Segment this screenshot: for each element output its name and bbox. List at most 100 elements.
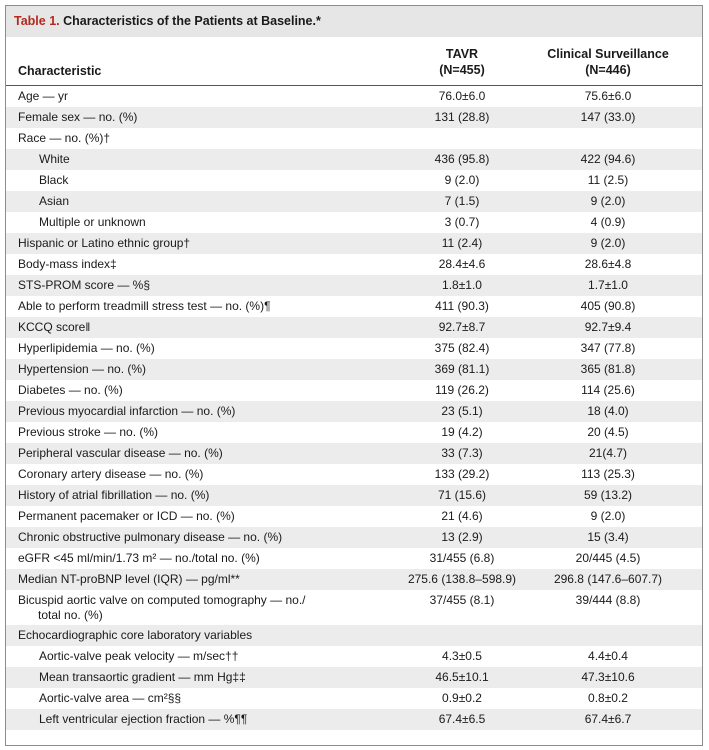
surveillance-value: 9 (2.0) — [590, 509, 626, 523]
tavr-value: 411 (90.3) — [435, 299, 489, 313]
row-label: Echocardiographic core laboratory variab… — [18, 628, 253, 642]
header-clinical-surveillance: Clinical Surveillance (N=446) — [538, 46, 678, 78]
tavr-value: 31/455 (6.8) — [429, 551, 495, 565]
surveillance-value: 0.8±0.2 — [588, 691, 628, 705]
row-label: Black — [39, 173, 69, 187]
table-row: KCCQ score‖ 92.7±8.7 92.7±9.4 — [6, 317, 702, 338]
tavr-value: 0.9±0.2 — [442, 691, 482, 705]
row-label: Hispanic or Latino ethnic group† — [18, 236, 191, 250]
surveillance-value: 347 (77.8) — [580, 341, 636, 355]
table-row: Hispanic or Latino ethnic group† 11 (2.4)… — [6, 233, 702, 254]
table-row: Peripheral vascular disease — no. (%) 33 … — [6, 443, 702, 464]
surveillance-value: 20 (4.5) — [587, 425, 629, 439]
surveillance-value: 28.6±4.8 — [584, 257, 632, 271]
table-row: Median NT-proBNP level (IQR) — pg/ml** 27… — [6, 569, 702, 590]
row-label: Race — no. (%)† — [18, 131, 111, 145]
tavr-value: 71 (15.6) — [437, 488, 487, 502]
table-title-bar: Table 1. Characteristics of the Patients… — [6, 6, 702, 37]
surveillance-value: 59 (13.2) — [583, 488, 633, 502]
row-label: Mean transaortic gradient — mm Hg‡‡ — [39, 670, 246, 684]
row-label: Peripheral vascular disease — no. (%) — [18, 446, 223, 460]
row-label: Hyperlipidemia — no. (%) — [18, 341, 155, 355]
tavr-value: 1.8±1.0 — [442, 278, 482, 292]
tavr-value: 119 (26.2) — [435, 383, 489, 397]
row-label: Female sex — no. (%) — [18, 110, 138, 124]
table-row: Race — no. (%)† — [6, 128, 702, 149]
table-row: White 436 (95.8) 422 (94.6) — [6, 149, 702, 170]
tavr-value: 3 (0.7) — [444, 215, 480, 229]
tavr-value: 19 (4.2) — [441, 425, 483, 439]
table-frame: Table 1. Characteristics of the Patients… — [5, 5, 703, 746]
row-label: Aortic-valve area — cm²§§ — [39, 691, 182, 705]
tavr-value: 133 (29.2) — [434, 467, 490, 481]
row-label: Diabetes — no. (%) — [18, 383, 123, 397]
surveillance-value: 4.4±0.4 — [588, 649, 628, 663]
tavr-value: 67.4±6.5 — [438, 712, 486, 726]
tavr-value: 11 (2.4) — [441, 236, 483, 250]
table-row: eGFR <45 ml/min/1.73 m² — no./total no. … — [6, 548, 702, 569]
table-row: Bicuspid aortic valve on computed tomogr… — [6, 590, 702, 625]
table-row: Aortic-valve peak velocity — m/sec†† 4.3±… — [6, 646, 702, 667]
row-label: Asian — [39, 194, 70, 208]
tavr-value: 436 (95.8) — [434, 152, 490, 166]
surveillance-value: 4 (0.9) — [590, 215, 626, 229]
table-row: Able to perform treadmill stress test — … — [6, 296, 702, 317]
surveillance-value: 365 (81.8) — [580, 362, 636, 376]
table-row: Aortic-valve area — cm²§§ 0.9±0.2 0.8±0.2 — [6, 688, 702, 709]
table-row: Previous myocardial infarction — no. (%)… — [6, 401, 702, 422]
table-title: Table 1. Characteristics of the Patients… — [14, 14, 321, 28]
tavr-value: 46.5±10.1 — [435, 670, 489, 684]
header-tavr: TAVR (N=455) — [392, 46, 532, 78]
tavr-value: 275.6 (138.8–598.9) — [407, 572, 517, 586]
tavr-value: 4.3±0.5 — [442, 649, 482, 663]
row-label: STS-PROM score — %§ — [18, 278, 151, 292]
tavr-value: 37/455 (8.1) — [429, 593, 495, 607]
row-label: Age — yr — [18, 89, 69, 103]
table-caption: Characteristics of the Patients at Basel… — [63, 14, 321, 28]
row-label-line: Bicuspid aortic valve on computed tomogr… — [18, 593, 306, 607]
row-label: Body-mass index‡ — [18, 257, 117, 271]
header-tavr-n: (N=455) — [439, 63, 485, 77]
tavr-value: 7 (1.5) — [444, 194, 480, 208]
table-row: Chronic obstructive pulmonary disease — … — [6, 527, 702, 548]
tavr-value: 375 (82.4) — [434, 341, 490, 355]
surveillance-value: 20/445 (4.5) — [575, 551, 641, 565]
header-characteristic: Characteristic — [18, 64, 102, 78]
tavr-value: 33 (7.3) — [441, 446, 483, 460]
tavr-value: 23 (5.1) — [441, 404, 483, 418]
table-row: Female sex — no. (%) 131 (28.8) 147 (33.0) — [6, 107, 702, 128]
table-row: Asian 7 (1.5) 9 (2.0) — [6, 191, 702, 212]
surveillance-value: 114 (25.6) — [581, 383, 635, 397]
row-label: Multiple or unknown — [39, 215, 146, 229]
surveillance-value: 39/444 (8.8) — [575, 593, 641, 607]
tavr-value: 9 (2.0) — [444, 173, 480, 187]
tavr-value: 92.7±8.7 — [438, 320, 486, 334]
header-rule — [6, 85, 702, 86]
surveillance-value: 9 (2.0) — [590, 236, 626, 250]
tavr-value: 131 (28.8) — [434, 110, 490, 124]
table-row: Permanent pacemaker or ICD — no. (%) 21 (… — [6, 506, 702, 527]
row-label-line: total no. (%) — [38, 608, 103, 622]
table-row: Echocardiographic core laboratory variab… — [6, 625, 702, 646]
surveillance-value: 11 (2.5) — [587, 173, 629, 187]
surveillance-value: 9 (2.0) — [590, 194, 626, 208]
row-label: Able to perform treadmill stress test — … — [18, 299, 271, 313]
tavr-value: 76.0±6.0 — [438, 89, 486, 103]
surveillance-value: 47.3±10.6 — [581, 670, 635, 684]
surveillance-value: 147 (33.0) — [580, 110, 636, 124]
table-row: Previous stroke — no. (%) 19 (4.2) 20 (4.5… — [6, 422, 702, 443]
table-row: Mean transaortic gradient — mm Hg‡‡ 46.5±… — [6, 667, 702, 688]
table-row: Hyperlipidemia — no. (%) 375 (82.4) 347 (7… — [6, 338, 702, 359]
tavr-value: 21 (4.6) — [441, 509, 483, 523]
surveillance-value: 75.6±6.0 — [584, 89, 632, 103]
row-label: White — [39, 152, 70, 166]
header-tavr-name: TAVR — [445, 47, 479, 61]
row-label: Left ventricular ejection fraction — %¶¶ — [39, 712, 248, 726]
surveillance-value: 1.7±1.0 — [588, 278, 628, 292]
surveillance-value: 113 (25.3) — [581, 467, 635, 481]
table-row: Black 9 (2.0) 11 (2.5) — [6, 170, 702, 191]
header-cs-name: Clinical Surveillance — [547, 47, 669, 61]
table-row: STS-PROM score — %§ 1.8±1.0 1.7±1.0 — [6, 275, 702, 296]
row-label: Bicuspid aortic valve on computed tomogr… — [18, 593, 305, 623]
row-label: Coronary artery disease — no. (%) — [18, 467, 204, 481]
